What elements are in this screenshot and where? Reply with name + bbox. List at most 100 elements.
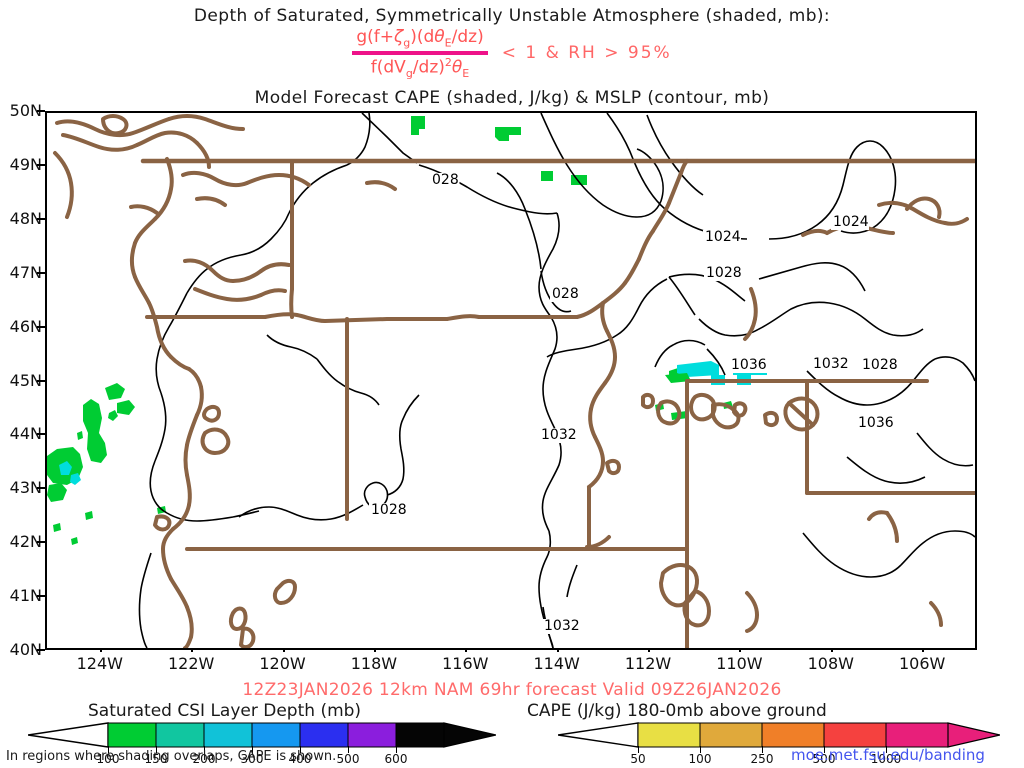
colorbar-segment[interactable] (251, 722, 301, 748)
colorbar-tick-label: 150 (144, 752, 168, 766)
colorbar-segment[interactable] (885, 722, 949, 748)
contour-label-halo (729, 358, 767, 373)
lat-tick (37, 271, 45, 274)
contour-label: 028 (432, 172, 459, 188)
contour-label-halo (369, 503, 407, 518)
contour-label: 1024 (833, 214, 869, 230)
lat-label-47N: 47N (9, 262, 42, 282)
colorbar-segment[interactable] (761, 722, 825, 748)
colorbar-tick (700, 746, 701, 753)
contour-label: 1036 (731, 357, 767, 373)
colorbar-tick-label: 400 (288, 752, 312, 766)
lat-tick (37, 110, 45, 112)
lon-label-118W: 118W (350, 654, 398, 673)
legend-right-title: CAPE (J/kg) 180-0mb above ground (527, 701, 827, 721)
colorbar-tick (252, 746, 253, 753)
lat-label-44N: 44N (9, 424, 42, 444)
lat-tick (37, 433, 45, 436)
colorbar-tick-label: 50 (630, 752, 646, 766)
contour-label: 1028 (706, 265, 742, 281)
lon-label-116W: 116W (442, 654, 489, 673)
map-plot-area[interactable]: 028 1024 1024 1028 028 1036 1032 1028 1032 1036 10… (45, 111, 977, 650)
lon-label-122W: 122W (168, 654, 215, 673)
colorbar-segment[interactable] (637, 722, 701, 748)
political-boundaries (53, 114, 975, 648)
colorbar-graphic (28, 722, 496, 748)
colorbar-tick-label: 600 (384, 752, 408, 766)
colorbar-tick-label: 500 (336, 752, 360, 766)
lat-tick (37, 325, 45, 328)
mslp-contours (138, 113, 975, 648)
colorbar-tick-label: 100 (96, 752, 120, 766)
colorbar-segment[interactable] (823, 722, 887, 748)
contour-label-halo (550, 287, 580, 302)
contour-label-halo (703, 230, 741, 245)
contour-label-halo (704, 266, 742, 281)
subtitle-cape-mslp: Model Forecast CAPE (shaded, J/kg) & MSL… (254, 88, 770, 108)
lat-tick (37, 595, 45, 598)
contour-label: 1032 (813, 356, 849, 372)
colorbar-segment[interactable] (699, 722, 763, 748)
legend-left-title: Saturated CSI Layer Depth (mb) (88, 701, 362, 721)
forecast-valid-line: 12Z23JAN2026 12km NAM 69hr forecast Vali… (242, 680, 782, 700)
lat-label-42N: 42N (9, 532, 42, 552)
lon-label-110W: 110W (716, 654, 763, 673)
lat-tick (37, 217, 45, 220)
colorbar-tick-label: 100 (688, 752, 712, 766)
colorbar-segment[interactable] (347, 722, 397, 748)
title-block: Depth of Saturated, Symmetrically Unstab… (0, 0, 1024, 108)
source-url-link[interactable]: moe.met.fsu.edu/banding (791, 746, 985, 764)
colorbar-segment[interactable] (107, 722, 157, 748)
contour-label: 1024 (705, 229, 741, 245)
colorbar-segment[interactable] (203, 722, 253, 748)
formula-numerator: g(f+ζg)(dθE/dz) (356, 27, 484, 50)
colorbar-tick (156, 746, 157, 753)
colorbar-segment[interactable] (155, 722, 205, 748)
colorbar-tick (108, 746, 109, 753)
colorbar-cape[interactable]: 50 100 250 500 1000 (558, 722, 1000, 766)
contour-label-halo (542, 619, 580, 634)
colorbar-tick (300, 746, 301, 753)
lat-label-43N: 43N (9, 478, 42, 498)
contour-label: 1032 (541, 427, 577, 443)
lon-label-124W: 124W (76, 654, 123, 673)
contour-label: 1028 (862, 357, 898, 373)
colorbar-left-arrow (558, 722, 639, 748)
lon-label-108W: 108W (807, 654, 854, 673)
colorbar-tick-label: 300 (240, 752, 264, 766)
colorbar-segment[interactable] (299, 722, 349, 748)
colorbar-tick (824, 746, 825, 753)
formula-fraction-bar (352, 51, 488, 56)
lat-label-46N: 46N (9, 316, 42, 336)
colorbar-right-arrow (947, 722, 1000, 748)
contour-label-halo (860, 358, 898, 373)
lat-label-48N: 48N (9, 208, 42, 228)
lat-label-41N: 41N (9, 586, 42, 606)
colorbar-tick (762, 746, 763, 753)
colorbar-segment[interactable] (395, 722, 445, 748)
lon-label-114W: 114W (533, 654, 580, 673)
colorbar-tick (396, 746, 397, 753)
colorbar-tick (638, 746, 639, 753)
map-graphic: 028 1024 1024 1028 028 1036 1032 1028 1032 1036 10… (47, 113, 975, 648)
colorbar-tick-label: 1000 (870, 752, 902, 766)
colorbar-csi[interactable]: 100 150 200 300 400 500 600 (28, 722, 496, 766)
csi-formula: g(f+ζg)(dθE/dz) f(dVg/dz)2θE (352, 27, 488, 80)
contour-label-halo (539, 428, 577, 443)
shaded-csi-regions (47, 116, 767, 545)
contour-label: 1032 (544, 618, 580, 634)
colorbar-tick-label: 500 (812, 752, 836, 766)
lat-tick (37, 541, 45, 544)
lat-label-50N: 50N (9, 101, 42, 120)
contour-label: 1028 (371, 502, 407, 518)
formula-block: g(f+ζg)(dθE/dz) f(dVg/dz)2θE < 1 & RH > … (0, 28, 1024, 80)
formula-condition: < 1 & RH > 95% (501, 43, 672, 64)
lat-tick (37, 487, 45, 490)
lat-label-40N: 40N (9, 640, 42, 659)
contour-label-halo (856, 416, 894, 431)
lat-tick (37, 379, 45, 382)
lon-label-120W: 120W (259, 654, 306, 673)
colorbar-tick (886, 746, 887, 753)
contour-label: 1036 (858, 415, 894, 431)
colorbar-tick-label: 200 (192, 752, 216, 766)
